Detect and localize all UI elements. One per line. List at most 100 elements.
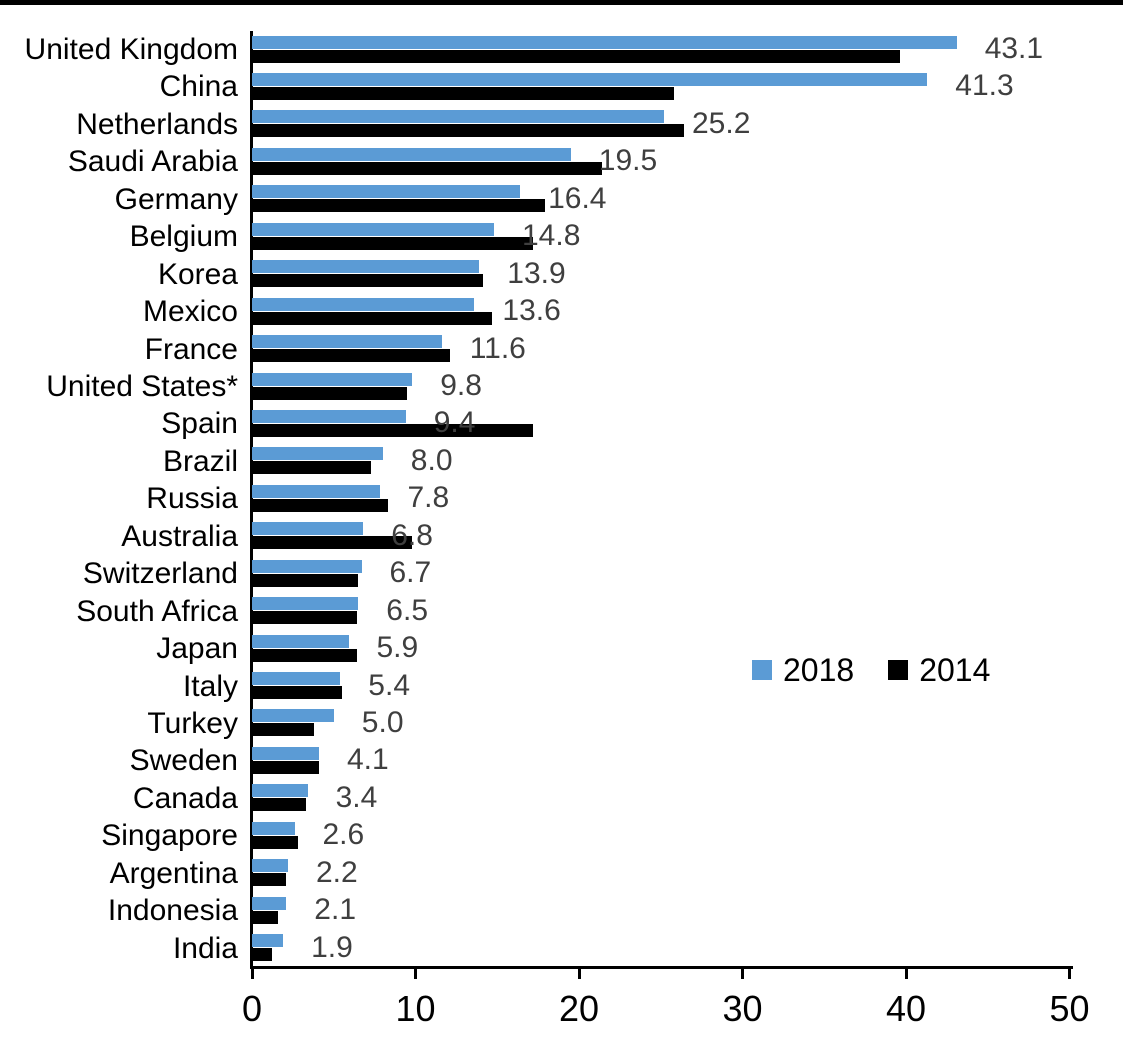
category-label: Netherlands — [76, 107, 238, 141]
x-tick-mark — [577, 969, 581, 979]
category-label: Argentina — [109, 856, 238, 890]
x-tick-mark — [250, 969, 254, 979]
category-label: Russia — [146, 482, 238, 516]
bar-2018 — [252, 934, 284, 948]
bar-2018 — [252, 72, 928, 86]
bar-2018 — [252, 185, 521, 199]
bar-2014 — [252, 311, 493, 325]
category-label: Japan — [156, 632, 238, 665]
x-tick-label: 10 — [395, 988, 436, 1029]
bar-2018 — [252, 784, 308, 798]
category-label: Australia — [121, 519, 238, 553]
category-label: France — [144, 332, 238, 366]
data-label: 9.8 — [440, 369, 482, 402]
bar-2018 — [252, 522, 364, 536]
bar-2018 — [252, 746, 319, 760]
category-label: South Africa — [76, 594, 238, 628]
bar-2014 — [252, 573, 359, 587]
data-label: 3.4 — [335, 780, 378, 814]
category-label: United States* — [46, 370, 238, 403]
bar-2018 — [252, 859, 288, 873]
category-label: Spain — [161, 407, 238, 441]
category-label: Sweden — [129, 744, 238, 778]
bar-2014 — [252, 948, 272, 962]
bar-2014 — [252, 423, 534, 437]
legend-label-2018: 2018 — [783, 652, 855, 688]
category-label: China — [159, 70, 238, 104]
bar-2018 — [252, 597, 359, 611]
data-label: 5.9 — [376, 631, 419, 664]
bar-2018 — [252, 222, 494, 236]
bar-2014 — [252, 161, 602, 175]
data-label: 43.1 — [984, 32, 1044, 65]
bar-2018 — [252, 260, 480, 274]
bar-2014 — [252, 798, 306, 812]
bar-2014 — [252, 49, 900, 63]
category-label: Turkey — [147, 706, 238, 740]
data-label: 4.1 — [347, 743, 389, 777]
bar-2018 — [252, 896, 287, 910]
bar-2014 — [252, 349, 450, 362]
bar-2014 — [252, 835, 298, 849]
data-label: 9.4 — [433, 406, 476, 440]
data-label: 2.2 — [316, 855, 358, 889]
data-label: 11.6 — [469, 331, 526, 365]
data-label: 6.7 — [389, 556, 432, 590]
category-label: Mexico — [142, 295, 238, 329]
data-label: 5.0 — [361, 705, 404, 739]
bar-2018 — [252, 335, 442, 348]
bar-2014 — [252, 124, 684, 138]
data-label: 13.9 — [507, 256, 566, 290]
category-label: Canada — [132, 781, 238, 815]
legend-item-2014: 2014 — [888, 654, 990, 686]
x-tick-label: 50 — [1049, 988, 1090, 1029]
bar-2014 — [252, 873, 287, 887]
x-tick-label: 20 — [558, 988, 600, 1029]
x-tick-label: 30 — [722, 988, 763, 1029]
bar-2018 — [252, 35, 957, 49]
data-label: 1.9 — [311, 930, 353, 964]
data-label: 7.8 — [407, 481, 450, 515]
bar-2014 — [252, 686, 342, 699]
category-label: Switzerland — [82, 557, 238, 591]
category-label: United Kingdom — [24, 33, 238, 66]
bar-2018 — [252, 484, 380, 498]
top-crop-line — [0, 0, 1123, 5]
data-label: 16.4 — [548, 181, 607, 215]
bar-2014 — [252, 760, 319, 774]
bar-2018 — [252, 559, 362, 573]
data-label: 14.8 — [522, 219, 581, 253]
category-label: Saudi Arabia — [67, 145, 238, 179]
bar-2014 — [252, 723, 315, 737]
bar-2014 — [252, 648, 357, 662]
bar-2014 — [252, 199, 545, 213]
x-tick-mark — [741, 969, 744, 979]
bar-2018 — [252, 372, 413, 386]
bar-2018 — [252, 409, 406, 423]
category-label: Italy — [182, 669, 238, 703]
bar-2014 — [252, 461, 372, 475]
legend-label-2014: 2014 — [919, 652, 991, 688]
x-tick-mark — [1068, 969, 1071, 979]
bar-2014 — [252, 910, 279, 924]
data-label: 41.3 — [955, 69, 1014, 103]
x-axis-line — [250, 966, 1073, 969]
legend-swatch-2014-icon — [888, 660, 909, 680]
category-label: Korea — [157, 257, 238, 291]
data-label: 2.6 — [322, 818, 365, 852]
bar-2018 — [252, 447, 383, 461]
bar-2014 — [252, 86, 674, 100]
data-label: 25.2 — [692, 106, 751, 140]
bar-2018 — [252, 634, 349, 648]
data-label: 6.5 — [386, 593, 429, 627]
bar-2014 — [252, 498, 388, 512]
x-tick-label: 40 — [885, 988, 927, 1029]
legend: 2018 2014 — [752, 654, 990, 686]
x-tick-label: 0 — [241, 988, 263, 1029]
data-label: 13.6 — [502, 294, 561, 328]
bar-2018 — [252, 709, 334, 723]
category-label: Indonesia — [107, 894, 238, 928]
category-label: India — [172, 931, 238, 965]
data-label: 5.4 — [368, 668, 411, 702]
